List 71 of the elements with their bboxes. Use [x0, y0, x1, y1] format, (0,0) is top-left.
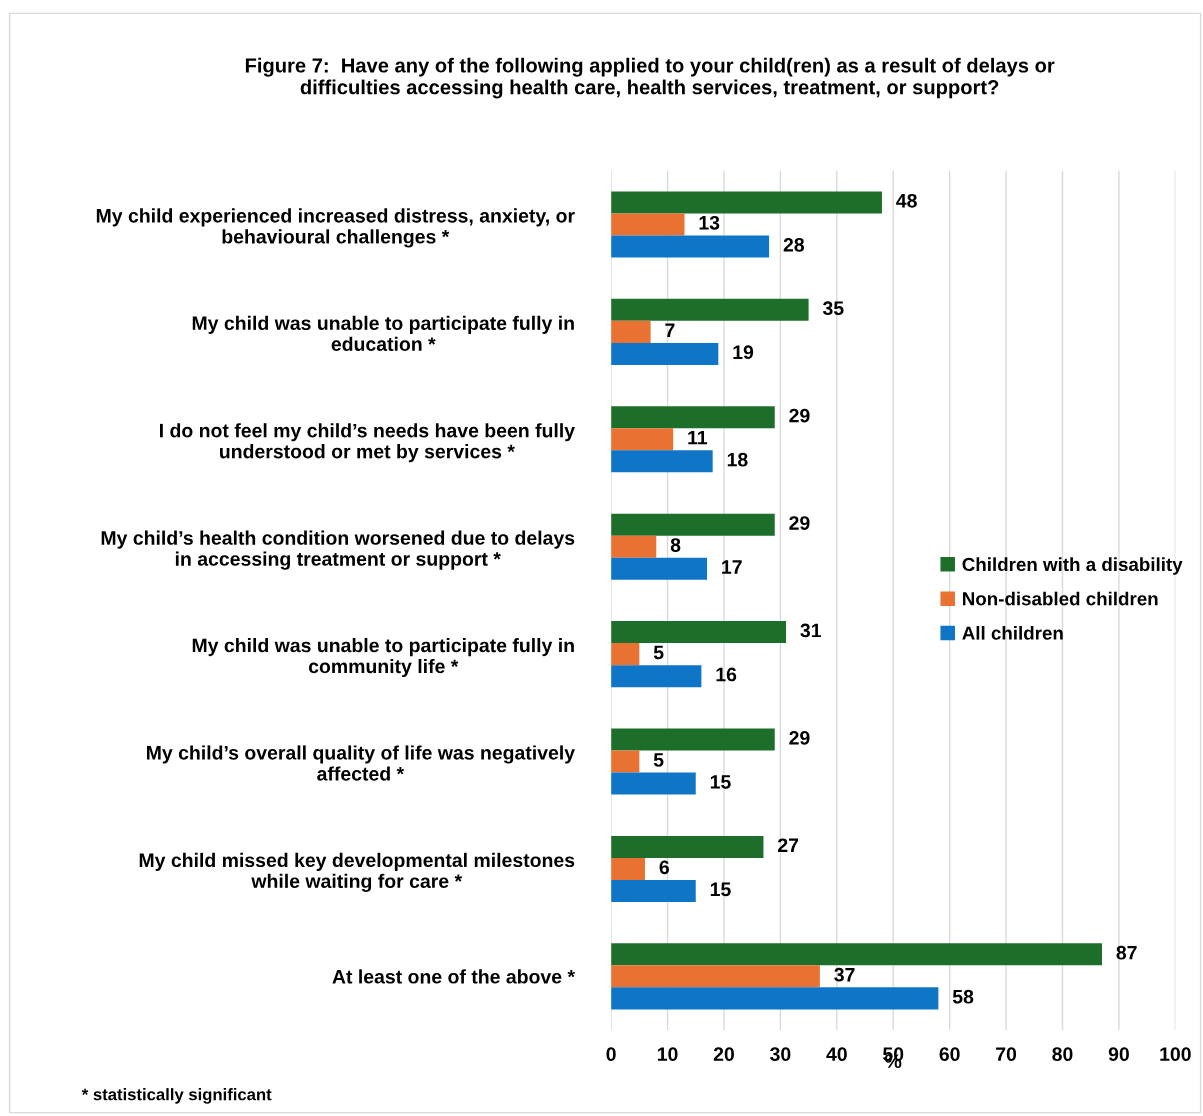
data-label: 29	[789, 408, 810, 423]
bar	[611, 835, 764, 858]
bar	[611, 213, 685, 236]
data-label: 58	[952, 989, 974, 1004]
data-label: 16	[716, 667, 737, 682]
x-tick-label: 20	[713, 1047, 734, 1062]
y-tick-label: At least one of the above *	[332, 969, 576, 984]
data-label: 5	[653, 753, 664, 767]
bar	[611, 513, 775, 536]
x-tick-label: 0	[606, 1047, 616, 1062]
data-label: 87	[1116, 945, 1137, 960]
y-tick-label: My child experienced increased distress, anxiety, or behavioural challenges *	[96, 208, 575, 248]
bar	[611, 621, 787, 644]
data-label: 48	[896, 193, 917, 208]
text: * statistically significant	[81, 1088, 272, 1104]
bar	[611, 879, 696, 902]
x-tick-label: 80	[1052, 1047, 1073, 1062]
y-tick-label: I do not feel my child’s needs have been fully understood or met by services *	[160, 423, 575, 463]
bar	[611, 191, 882, 214]
bar	[611, 298, 809, 321]
bar	[611, 557, 708, 580]
legend-label: Non-disabled children	[963, 591, 1158, 606]
y-tick-label: My child missed key developmental milestones while waiting for care *	[139, 852, 575, 892]
bar	[611, 428, 674, 451]
data-label: 29	[789, 730, 810, 745]
data-label: 5	[653, 645, 664, 660]
y-tick-label: My child was unable to participate fully in community life *	[192, 638, 574, 678]
data-label: 19	[733, 345, 754, 360]
bar	[611, 320, 651, 343]
data-label: 29	[789, 516, 810, 530]
x-tick-label: 60	[939, 1047, 960, 1062]
bar	[611, 535, 657, 558]
data-label: 8	[670, 538, 681, 552]
bar	[611, 987, 939, 1010]
data-label: 17	[722, 560, 742, 574]
data-label: 7	[665, 323, 675, 337]
x-tick-label: 70	[996, 1047, 1017, 1062]
x-tick-label: 30	[770, 1047, 791, 1062]
data-label: 18	[727, 452, 748, 467]
chart-title: Figure 7: Have any of the following applied to your child(ren) as a result of delays or difficulties accessing health care, health services, treatment, or support?	[245, 57, 1055, 99]
y-tick-label: My child was unable to participate fully in education *	[192, 315, 574, 351]
bar	[611, 235, 770, 258]
data-label: 15	[710, 775, 731, 789]
x-tick-label: 100	[1160, 1047, 1191, 1062]
data-label: 15	[710, 882, 731, 897]
legend-label: Children with a disability	[962, 557, 1183, 575]
bar	[611, 772, 696, 795]
x-tick-label: 40	[826, 1047, 847, 1062]
data-label: 11	[688, 430, 708, 445]
y-tick-label: My child’s overall quality of life was negatively affected *	[147, 745, 575, 781]
bar	[611, 406, 775, 429]
y-tick-label: My child’s health condition worsened due to delays in accessing treatment or support *	[101, 530, 575, 570]
bar	[611, 750, 640, 773]
x-tick-label: 10	[657, 1047, 678, 1062]
data-label: 37	[834, 967, 855, 982]
data-label: 6	[659, 860, 669, 875]
data-label: 27	[778, 838, 799, 852]
bar	[611, 342, 719, 365]
x-tick-label: 90	[1108, 1047, 1129, 1062]
legend-label: All children	[962, 626, 1063, 640]
bar	[611, 643, 640, 666]
data-label: 31	[800, 623, 821, 638]
bar	[611, 665, 702, 688]
bar	[611, 943, 1102, 966]
bar	[611, 965, 820, 988]
bar	[611, 450, 713, 473]
data-label: 35	[822, 301, 844, 316]
bar	[611, 857, 645, 880]
bar	[611, 728, 775, 751]
data-label: 13	[699, 215, 720, 230]
data-label: 28	[783, 237, 805, 252]
